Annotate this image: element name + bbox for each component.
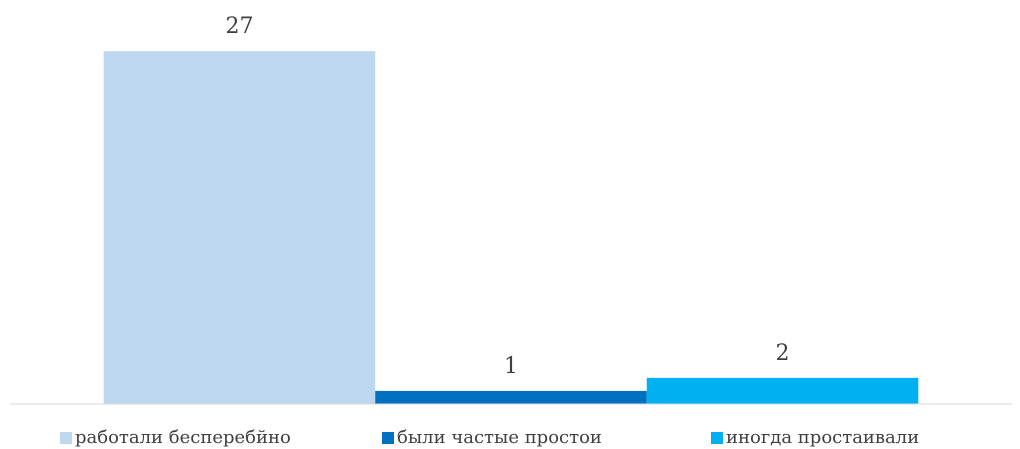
legend-label: работали бесперебйно	[75, 427, 291, 448]
data-label: 1	[504, 354, 518, 379]
data-label: 27	[225, 14, 253, 39]
bar	[375, 390, 647, 404]
bar	[646, 377, 919, 404]
legend-swatch	[382, 432, 394, 444]
legend-label: иногда простаивали	[726, 427, 919, 448]
legend-swatch	[60, 432, 72, 444]
legend-swatch	[711, 432, 723, 444]
legend-label: были частые простои	[397, 427, 602, 448]
data-label: 2	[776, 341, 790, 366]
bar	[103, 51, 376, 404]
